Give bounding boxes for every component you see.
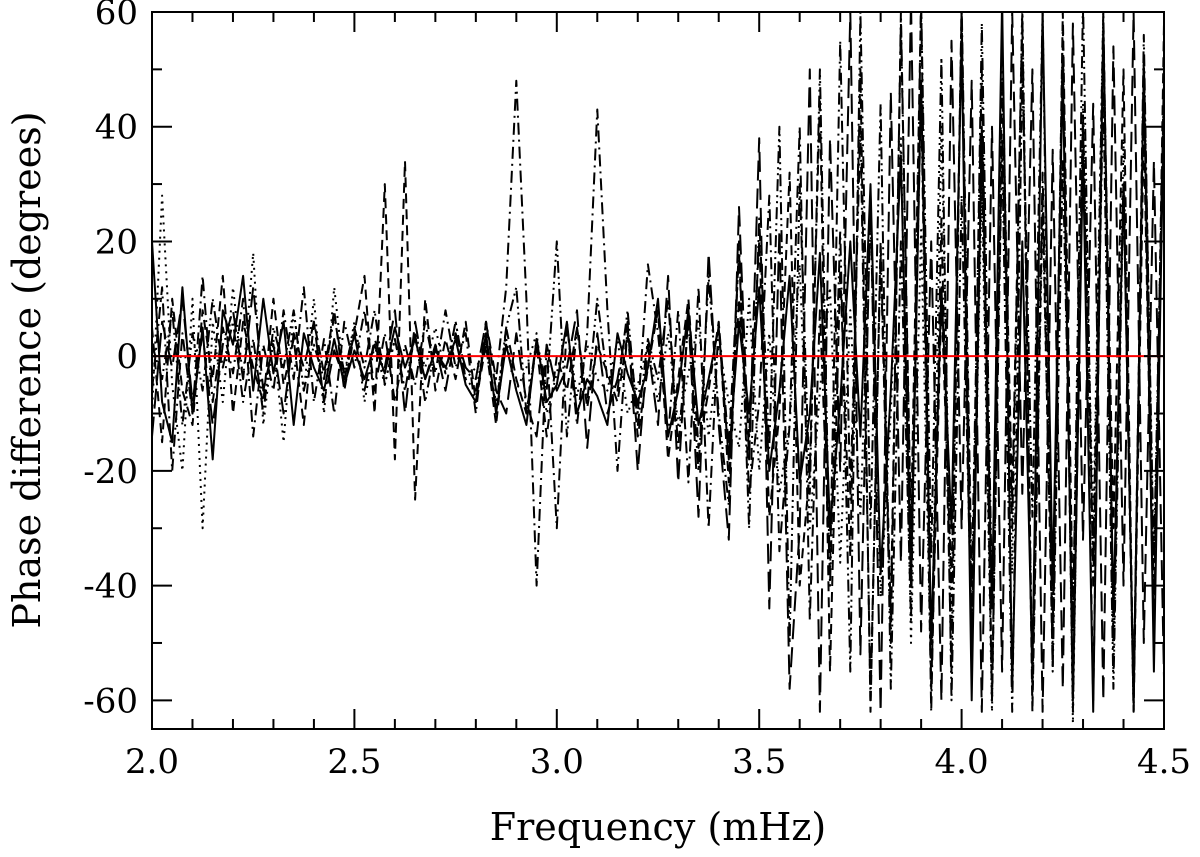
y-tick-label: 40 [95, 108, 138, 148]
ticks-layer [151, 11, 1165, 729]
series-line-4 [152, 12, 1164, 713]
series-line-2 [152, 12, 1164, 725]
plot-frame [151, 11, 1165, 730]
x-tick-label: 3.0 [530, 742, 584, 782]
series-layer [152, 12, 1164, 725]
y-tick-label: -20 [83, 452, 138, 492]
y-tick-label: 60 [95, 0, 138, 33]
y-tick-label: -60 [83, 681, 138, 721]
y-tick-labels: -60 -40 -20 0 20 40 60 [83, 0, 138, 721]
series-line-3 [152, 12, 1164, 713]
y-tick-label: 0 [116, 337, 138, 377]
x-tick-label: 2.5 [327, 742, 381, 782]
y-tick-label: 20 [95, 222, 138, 262]
y-tick-label: -40 [83, 567, 138, 607]
x-tick-label: 4.5 [1137, 742, 1191, 782]
series-line-6 [152, 12, 1164, 713]
x-tick-label: 4.0 [935, 742, 989, 782]
x-tick-label: 3.5 [732, 742, 786, 782]
x-axis-title: Frequency (mHz) [490, 805, 826, 849]
x-tick-labels: 2.0 2.5 3.0 3.5 4.0 4.5 [125, 742, 1191, 782]
y-axis-title: Phase difference (degrees) [5, 111, 49, 628]
x-tick-label: 2.0 [125, 742, 179, 782]
